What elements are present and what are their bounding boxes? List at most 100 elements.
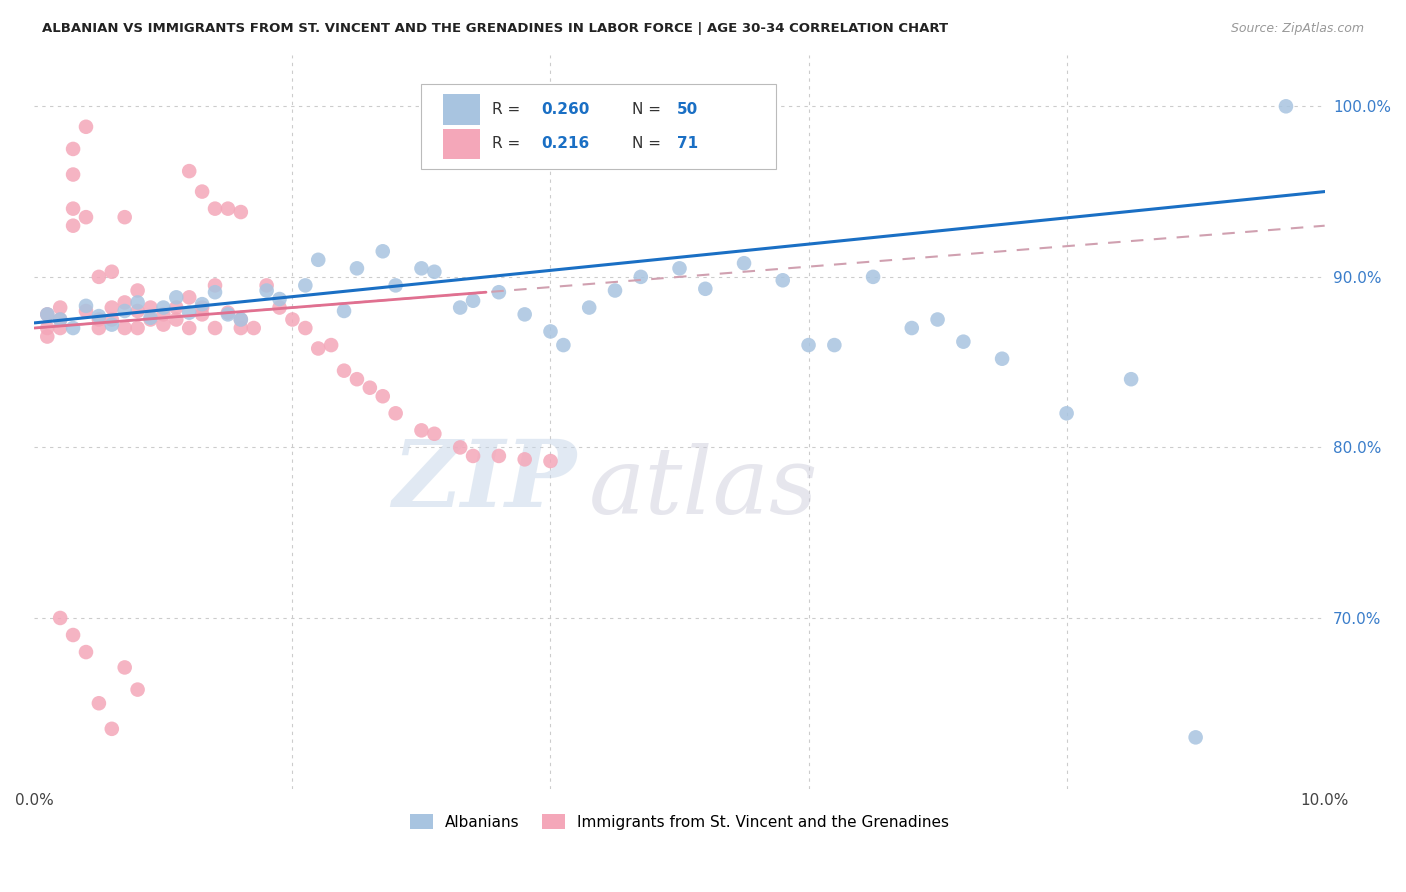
Point — [772, 273, 794, 287]
Point — [256, 284, 278, 298]
Point — [87, 312, 110, 326]
Point — [75, 645, 97, 659]
Point — [217, 307, 239, 321]
Point — [204, 278, 226, 293]
Point — [139, 310, 162, 325]
Point — [179, 290, 201, 304]
Point — [87, 269, 110, 284]
Point — [127, 304, 149, 318]
Point — [513, 307, 536, 321]
Point — [449, 301, 471, 315]
Point — [191, 185, 214, 199]
Text: 50: 50 — [676, 102, 699, 117]
Point — [307, 252, 329, 267]
Point — [346, 261, 368, 276]
Point — [513, 452, 536, 467]
Point — [321, 338, 343, 352]
Text: 0.216: 0.216 — [541, 136, 589, 152]
Point — [87, 309, 110, 323]
Point — [179, 321, 201, 335]
Point — [139, 301, 162, 315]
Text: 0.260: 0.260 — [541, 102, 591, 117]
Point — [127, 295, 149, 310]
Point — [952, 334, 974, 349]
Point — [62, 168, 84, 182]
Point — [862, 269, 884, 284]
Point — [229, 312, 252, 326]
Point — [991, 351, 1014, 366]
Text: N =: N = — [631, 136, 665, 152]
Point — [114, 660, 136, 674]
Point — [900, 321, 922, 335]
Point — [101, 722, 124, 736]
Point — [294, 278, 316, 293]
Point — [204, 321, 226, 335]
Point — [449, 441, 471, 455]
Point — [540, 454, 562, 468]
Point — [191, 301, 214, 315]
Point — [411, 423, 433, 437]
Point — [281, 312, 304, 326]
Point — [256, 278, 278, 293]
Point — [823, 338, 845, 352]
Point — [37, 321, 59, 335]
Point — [695, 282, 717, 296]
FancyBboxPatch shape — [443, 94, 479, 125]
Point — [384, 278, 406, 293]
Point — [127, 284, 149, 298]
Point — [927, 312, 949, 326]
Point — [411, 261, 433, 276]
Point — [371, 244, 394, 259]
Point — [359, 381, 381, 395]
Point — [384, 406, 406, 420]
Point — [553, 338, 575, 352]
Point — [269, 301, 291, 315]
Text: 71: 71 — [676, 136, 697, 152]
Point — [75, 210, 97, 224]
Point — [733, 256, 755, 270]
Point — [165, 301, 187, 315]
Point — [346, 372, 368, 386]
Point — [75, 299, 97, 313]
Point — [75, 120, 97, 134]
Point — [191, 297, 214, 311]
Point — [37, 329, 59, 343]
Text: Source: ZipAtlas.com: Source: ZipAtlas.com — [1230, 22, 1364, 36]
Point — [101, 301, 124, 315]
Point — [333, 364, 356, 378]
Point — [49, 301, 72, 315]
Point — [87, 321, 110, 335]
FancyBboxPatch shape — [443, 128, 479, 160]
Legend: Albanians, Immigrants from St. Vincent and the Grenadines: Albanians, Immigrants from St. Vincent a… — [404, 807, 956, 836]
Point — [668, 261, 690, 276]
Point — [62, 321, 84, 335]
Point — [75, 304, 97, 318]
Point — [423, 426, 446, 441]
Point — [269, 292, 291, 306]
Point — [87, 696, 110, 710]
Point — [62, 202, 84, 216]
Point — [37, 307, 59, 321]
Point — [229, 205, 252, 219]
Point — [1119, 372, 1142, 386]
Point — [114, 210, 136, 224]
Point — [101, 265, 124, 279]
Point — [49, 312, 72, 326]
Point — [127, 321, 149, 335]
Point — [204, 285, 226, 300]
Point — [461, 293, 484, 308]
Point — [49, 321, 72, 335]
Point — [114, 321, 136, 335]
Point — [127, 682, 149, 697]
Point — [217, 202, 239, 216]
Point — [114, 295, 136, 310]
Point — [229, 321, 252, 335]
Point — [294, 321, 316, 335]
Point — [242, 321, 264, 335]
Point — [540, 325, 562, 339]
Point — [204, 202, 226, 216]
Text: R =: R = — [492, 102, 526, 117]
Point — [461, 449, 484, 463]
Point — [49, 312, 72, 326]
Point — [139, 312, 162, 326]
